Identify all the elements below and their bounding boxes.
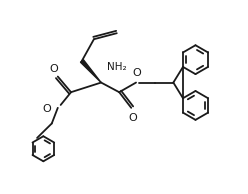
Text: O: O: [42, 104, 51, 114]
Text: NH₂: NH₂: [107, 62, 127, 72]
Text: O: O: [133, 68, 142, 78]
Text: O: O: [128, 113, 137, 123]
Text: O: O: [50, 64, 59, 74]
Polygon shape: [80, 60, 101, 83]
